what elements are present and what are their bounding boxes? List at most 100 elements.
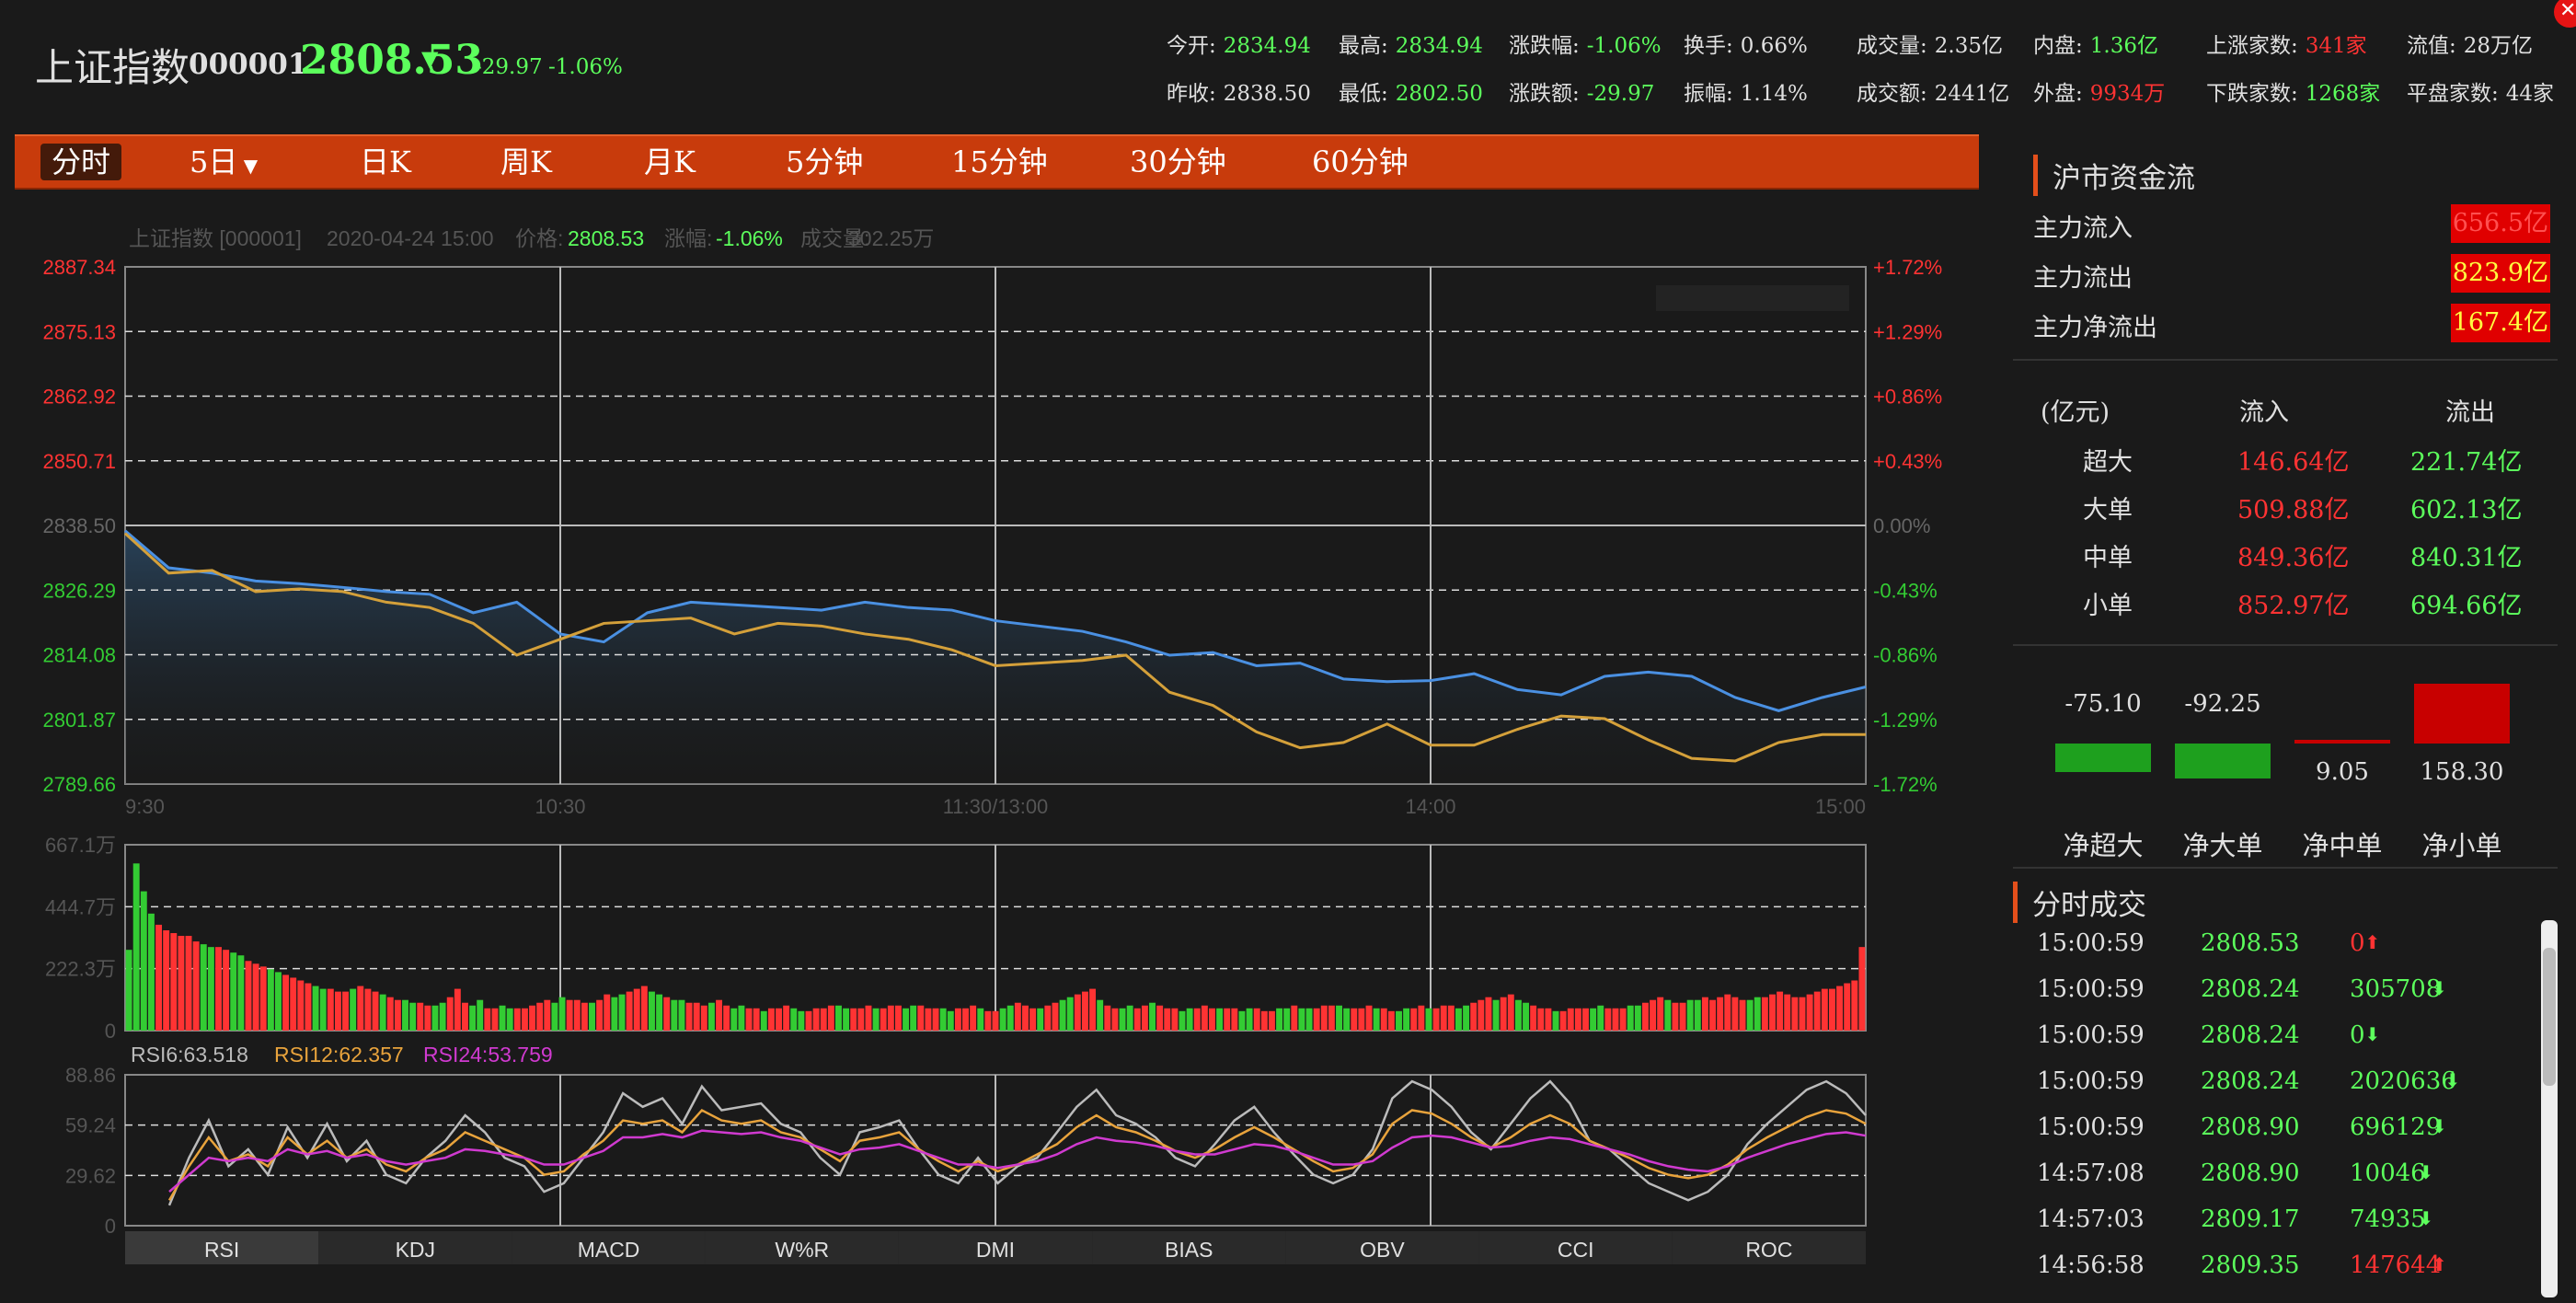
indicator-tab-ROC[interactable] [1672, 1231, 1866, 1264]
volume-tick-label: 0 [105, 1020, 116, 1043]
indicator-tab-BIAS[interactable] [1092, 1231, 1286, 1264]
y-tick-label: 2826.29 [42, 579, 116, 602]
stat-label: 成交量: [1857, 34, 1927, 58]
indicator-tab-RSI[interactable] [125, 1231, 319, 1264]
trade-vol: 74935 [2350, 1205, 2426, 1233]
trade-time: 15:00:59 [2037, 1113, 2145, 1141]
volume-bar [245, 961, 252, 1031]
volume-bar [992, 1010, 999, 1031]
volume-bar [350, 988, 357, 1031]
volume-bar [1836, 986, 1844, 1031]
volume-bar [1358, 1008, 1365, 1031]
tab-6[interactable]: 15分钟 [951, 136, 1048, 188]
y-tick-label: 2850.71 [42, 450, 116, 473]
table-cell: 221.74亿 [2410, 448, 2523, 477]
trade-row: 14:56:58 2809.35 147644 ⬆ [2013, 1242, 2528, 1288]
stat-value: 44家 [2505, 82, 2555, 106]
trade-row: 15:00:59 2808.53 0 ⬆ [2013, 920, 2528, 966]
tab-2[interactable]: 日K [360, 136, 411, 188]
tab-7[interactable]: 30分钟 [1130, 136, 1226, 188]
tab-3[interactable]: 周K [500, 136, 552, 188]
stat-item: 换手: 0.66% [1684, 28, 1808, 59]
indicator-tab-CCI[interactable] [1478, 1231, 1673, 1264]
indicator-tick-label: 88.86 [65, 1064, 116, 1087]
y-tick-label: 2838.50 [42, 514, 116, 537]
divider [2013, 644, 2558, 646]
net-bar [2175, 744, 2271, 778]
arrow-down-icon: ⬇ [2444, 1069, 2461, 1091]
volume-bar [1365, 1005, 1373, 1031]
scrollbar-thumb[interactable] [2543, 948, 2556, 1086]
stat-item: 平盘家数: 44家 [2407, 75, 2554, 107]
table-cell: 大单 [2083, 496, 2133, 525]
volume-bar [1351, 1008, 1358, 1031]
close-icon[interactable]: ✕ [2554, 0, 2576, 28]
trades-title: 分时成交 [2013, 882, 2146, 923]
tab-8[interactable]: 60分钟 [1312, 136, 1409, 188]
table-cell: 146.64亿 [2237, 448, 2350, 477]
volume-bar [282, 974, 290, 1031]
flow-value: 656.5亿 [2450, 204, 2550, 243]
volume-bar [417, 1002, 424, 1031]
trade-list[interactable]: 15:00:59 2808.53 0 ⬆ 15:00:59 2808.24 305708 ⬇ 1… [2013, 920, 2558, 1288]
volume-bar [558, 997, 566, 1031]
tab-1[interactable]: 5日 ▼ [190, 136, 258, 188]
tab-4[interactable]: 月K [644, 136, 696, 188]
volume-bar [1664, 999, 1672, 1031]
volume-bar [513, 1008, 521, 1031]
stat-item: 成交量: 2.35亿 [1857, 28, 2003, 59]
period-tabbar: 分时 5日 ▼ 日K 周K 月K 5分钟 15分钟 30分钟 60分钟 [15, 134, 1979, 190]
chart-info-text: 价格: [515, 226, 563, 250]
volume-bar [1089, 988, 1097, 1031]
net-bar-label: 净中单 [2302, 830, 2383, 861]
stat-value: 2802.50 [1395, 82, 1483, 106]
volume-bar [223, 950, 230, 1031]
indicator-tab-KDJ[interactable] [318, 1231, 512, 1264]
table-cell: 840.31亿 [2410, 544, 2523, 572]
stat-item: 成交额: 2441亿 [1857, 75, 2009, 107]
volume-bar [917, 1005, 925, 1031]
stat-label: 平盘家数: [2407, 82, 2499, 106]
index-name: 上证指数 [35, 45, 190, 90]
trade-price: 2808.90 [2201, 1159, 2300, 1187]
volume-bar [1694, 999, 1701, 1031]
trade-row: 15:00:59 2808.24 2020636 ⬇ [2013, 1058, 2528, 1104]
volume-bar [1537, 1008, 1545, 1031]
sidebar: 沪市资金流 主力流入 656.5亿 主力流出 823.9亿 主力净流出 167.4亿 (亿… [2013, 138, 2558, 1297]
indicator-tab-MACD[interactable] [512, 1231, 706, 1264]
indicator-tab-DMI[interactable] [898, 1231, 1093, 1264]
trade-list-scrollbar[interactable] [2541, 920, 2558, 1297]
volume-bar [1066, 997, 1074, 1031]
volume-bar [215, 947, 222, 1031]
volume-bar [1291, 1005, 1298, 1031]
y-tick-label: 2789.66 [42, 773, 116, 796]
volume-bar [469, 1005, 477, 1031]
volume-bar [357, 986, 364, 1031]
chevron-down-icon[interactable]: ▼ [237, 155, 259, 177]
volume-bar [1268, 1010, 1275, 1031]
volume-bar [1672, 1002, 1679, 1031]
x-tick-label: 14:00 [1405, 795, 1455, 818]
tab-0[interactable]: 分时 [40, 144, 122, 180]
stat-label: 振幅: [1684, 82, 1733, 106]
indicator-tab-label: W%R [775, 1238, 829, 1262]
quote-header: 上证指数 000001 2808.53 ▼ -29.97 -1.06% 今开: 2… [0, 0, 2576, 129]
volume-bar [1657, 997, 1664, 1031]
volume-bar [596, 999, 604, 1031]
trade-price: 2809.35 [2201, 1251, 2300, 1279]
volume-bar [1432, 1008, 1440, 1031]
indicator-tab-W%R[interactable] [705, 1231, 899, 1264]
volume-bar [1514, 999, 1522, 1031]
volume-bar [910, 1005, 917, 1031]
volume-bar [1373, 1008, 1380, 1031]
indicator-tab-label: BIAS [1165, 1238, 1213, 1262]
volume-bar [536, 1002, 544, 1031]
volume-bar [1679, 1002, 1686, 1031]
indicator-tab-OBV[interactable] [1285, 1231, 1479, 1264]
tab-5[interactable]: 5分钟 [786, 136, 863, 188]
trade-price: 2808.24 [2201, 1021, 2300, 1049]
volume-bar [529, 1005, 536, 1031]
stat-value: -1.06% [1586, 34, 1662, 58]
volume-bar [1604, 1008, 1612, 1031]
index-change: -29.97 [475, 55, 543, 79]
